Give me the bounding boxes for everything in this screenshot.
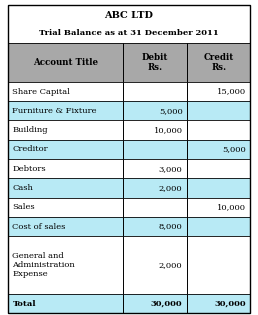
Text: Debit
Rs.: Debit Rs. — [142, 53, 168, 72]
Text: 5,000: 5,000 — [159, 107, 183, 115]
Bar — [123, 159, 187, 178]
Bar — [123, 198, 187, 217]
Bar — [8, 178, 123, 198]
Bar — [123, 101, 187, 121]
Bar — [123, 294, 187, 313]
Text: 2,000: 2,000 — [159, 261, 183, 269]
Bar — [187, 159, 250, 178]
Bar — [8, 140, 123, 159]
Bar — [8, 198, 123, 217]
Bar — [8, 121, 123, 140]
Text: Cost of sales: Cost of sales — [12, 223, 66, 231]
Bar — [187, 178, 250, 198]
Bar — [123, 217, 187, 236]
Bar — [123, 43, 187, 82]
Bar — [123, 82, 187, 101]
Bar — [187, 217, 250, 236]
Text: Sales: Sales — [12, 203, 35, 211]
Text: Total: Total — [12, 300, 36, 308]
Text: 8,000: 8,000 — [159, 223, 183, 231]
Bar — [8, 236, 123, 294]
Bar — [123, 236, 187, 294]
Text: ABC LTD: ABC LTD — [104, 11, 154, 20]
Bar — [187, 236, 250, 294]
Bar — [8, 43, 123, 82]
Bar — [187, 43, 250, 82]
Bar — [187, 82, 250, 101]
Bar — [187, 101, 250, 121]
Bar — [187, 140, 250, 159]
Text: Building: Building — [12, 126, 48, 134]
Text: 30,000: 30,000 — [214, 300, 246, 308]
Bar — [187, 198, 250, 217]
Bar — [8, 159, 123, 178]
Bar — [123, 121, 187, 140]
Text: Furniture & Fixture: Furniture & Fixture — [12, 107, 97, 115]
Bar — [8, 198, 123, 217]
Text: Trial Balance as at 31 December 2011: Trial Balance as at 31 December 2011 — [39, 29, 219, 37]
Bar — [187, 159, 250, 178]
Bar — [187, 121, 250, 140]
Bar — [187, 82, 250, 101]
Bar — [8, 5, 250, 43]
Bar — [123, 294, 187, 313]
Bar — [8, 159, 123, 178]
Bar — [123, 121, 187, 140]
Bar — [187, 101, 250, 121]
Bar — [8, 294, 123, 313]
Text: 30,000: 30,000 — [151, 300, 183, 308]
Text: Debtors: Debtors — [12, 165, 46, 173]
Bar — [187, 198, 250, 217]
Bar — [8, 217, 123, 236]
Text: 10,000: 10,000 — [154, 126, 183, 134]
Bar — [123, 140, 187, 159]
Text: Account Title: Account Title — [33, 58, 98, 67]
Text: General and
Administration
Expense: General and Administration Expense — [12, 252, 75, 278]
Bar — [123, 43, 187, 82]
Text: 2,000: 2,000 — [159, 184, 183, 192]
Bar — [187, 236, 250, 294]
Bar — [8, 82, 123, 101]
Bar — [123, 178, 187, 198]
Text: 3,000: 3,000 — [159, 165, 183, 173]
Bar — [8, 82, 123, 101]
Bar — [123, 217, 187, 236]
Text: Share Capital: Share Capital — [12, 88, 70, 95]
Bar — [123, 140, 187, 159]
Bar — [187, 294, 250, 313]
Bar — [187, 140, 250, 159]
Bar — [8, 121, 123, 140]
Bar — [187, 217, 250, 236]
Text: Credit
Rs.: Credit Rs. — [204, 53, 234, 72]
Bar — [187, 43, 250, 82]
Text: Cash: Cash — [12, 184, 33, 192]
Bar — [123, 236, 187, 294]
Bar — [8, 140, 123, 159]
Bar — [123, 178, 187, 198]
Bar — [8, 43, 123, 82]
Text: 5,000: 5,000 — [222, 146, 246, 153]
Bar — [8, 101, 123, 121]
Bar — [123, 159, 187, 178]
Bar — [8, 101, 123, 121]
Bar — [187, 294, 250, 313]
Bar — [123, 198, 187, 217]
Bar — [8, 217, 123, 236]
Text: 10,000: 10,000 — [217, 203, 246, 211]
Bar — [8, 294, 123, 313]
Text: Creditor: Creditor — [12, 146, 48, 153]
Bar — [187, 121, 250, 140]
Bar — [8, 236, 123, 294]
Bar — [123, 101, 187, 121]
Bar — [8, 178, 123, 198]
Text: 15,000: 15,000 — [216, 88, 246, 95]
Bar — [187, 178, 250, 198]
Bar — [123, 82, 187, 101]
